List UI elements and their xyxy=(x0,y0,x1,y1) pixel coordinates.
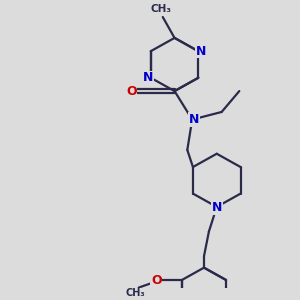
Text: CH₃: CH₃ xyxy=(126,288,146,298)
Text: O: O xyxy=(151,274,162,286)
Text: N: N xyxy=(212,201,222,214)
Text: N: N xyxy=(189,113,200,126)
Text: CH₃: CH₃ xyxy=(150,4,171,14)
Text: N: N xyxy=(142,71,153,84)
Text: N: N xyxy=(196,45,206,58)
Text: O: O xyxy=(126,85,137,98)
